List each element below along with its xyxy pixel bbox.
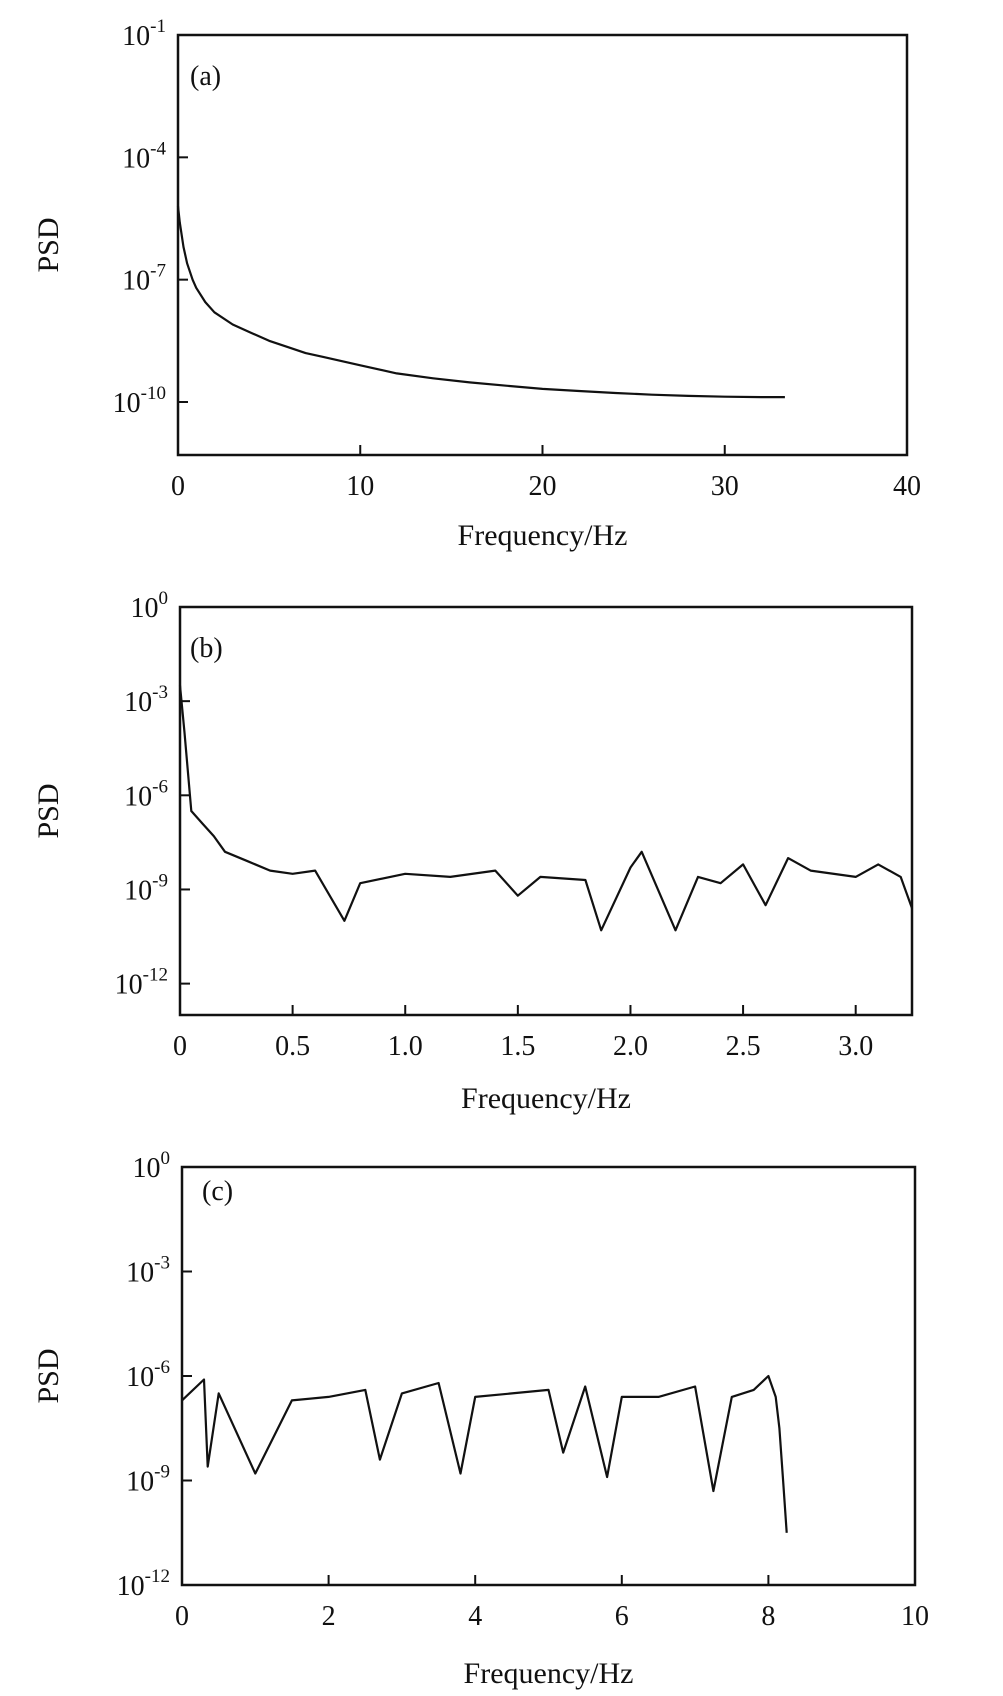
y-tick-base: 10 <box>122 21 150 52</box>
y-tick-exponent: -3 <box>152 682 168 703</box>
y-tick-label: 10-9 <box>124 870 168 906</box>
y-tick-exponent: -6 <box>152 776 168 797</box>
panel-label: (c) <box>202 1176 233 1207</box>
y-axis-label: PSD <box>32 783 65 838</box>
plot-frame <box>178 605 914 1017</box>
y-tick-exponent: -7 <box>150 261 166 282</box>
x-axis-label: Frequency/Hz <box>464 1657 634 1690</box>
plot-frame <box>180 1165 917 1587</box>
y-tick-label: 10-6 <box>124 776 168 812</box>
y-tick-label: 10-12 <box>117 1566 170 1602</box>
y-tick-base: 10 <box>115 970 143 1001</box>
panel-label: (a) <box>190 61 221 92</box>
y-tick-base: 10 <box>117 1571 145 1602</box>
chart-panel-b: 0 0.5 1.0 1.5 2.0 2.5 3.010-1210-910-610-3100F… <box>32 588 914 1115</box>
x-tick-label: 40 <box>893 471 921 502</box>
y-axis-label: PSD <box>32 1348 65 1403</box>
chart-panel-a: 0 10 20 30 4010-1010-710-410-1Frequency/HzPS… <box>32 16 921 552</box>
x-tick-label: 8 <box>761 1601 775 1632</box>
x-tick-label: 2 <box>322 1601 336 1632</box>
y-tick-label: 10-7 <box>122 261 166 297</box>
x-tick-label: 20 <box>529 471 557 502</box>
y-tick-exponent: -4 <box>150 138 166 159</box>
x-tick-label: 10 <box>346 471 374 502</box>
y-tick-label: 10-1 <box>122 16 166 52</box>
y-tick-label: 10-4 <box>122 138 166 174</box>
y-axis-label: PSD <box>32 217 65 272</box>
y-tick-label: 10-3 <box>124 682 168 718</box>
y-tick-base: 10 <box>131 593 159 624</box>
x-tick-label: 1.0 <box>388 1031 423 1062</box>
y-tick-label: 10-6 <box>126 1357 170 1393</box>
x-tick-label: 2.0 <box>613 1031 648 1062</box>
y-tick-base: 10 <box>126 1467 154 1498</box>
y-tick-label: 10-12 <box>115 965 168 1001</box>
x-tick-label: 0 <box>175 1601 189 1632</box>
y-tick-base: 10 <box>122 266 150 297</box>
y-tick-exponent: -12 <box>143 965 168 986</box>
y-tick-exponent: -9 <box>154 1462 170 1483</box>
y-tick-base: 10 <box>126 1362 154 1393</box>
psd-series-line <box>181 1374 788 1533</box>
y-tick-label: 10-3 <box>126 1253 170 1289</box>
panel-label: (b) <box>190 633 223 664</box>
chart-panel-c: 0 2 4 6 8 1010-1210-910-610-3100Frequency/HzP… <box>32 1148 929 1690</box>
x-tick-label: 30 <box>711 471 739 502</box>
y-tick-base: 10 <box>124 781 152 812</box>
x-axis-label: Frequency/Hz <box>458 519 628 552</box>
y-tick-exponent: -6 <box>154 1357 170 1378</box>
y-tick-exponent: -9 <box>152 870 168 891</box>
psd-series-line <box>178 685 914 932</box>
y-tick-exponent: -1 <box>150 16 166 37</box>
y-tick-base: 10 <box>122 143 150 174</box>
x-tick-label: 2.5 <box>726 1031 761 1062</box>
y-tick-exponent: -3 <box>154 1253 170 1274</box>
y-tick-exponent: 0 <box>161 1148 171 1169</box>
y-tick-base: 10 <box>124 875 152 906</box>
y-tick-base: 10 <box>126 1258 154 1289</box>
y-tick-label: 10-10 <box>113 383 166 419</box>
x-tick-label: 10 <box>901 1601 929 1632</box>
y-tick-label: 100 <box>133 1148 171 1184</box>
y-tick-label: 100 <box>131 588 169 624</box>
y-tick-base: 10 <box>124 687 152 718</box>
x-tick-label: 1.5 <box>500 1031 535 1062</box>
x-tick-label: 0 <box>171 471 185 502</box>
y-tick-exponent: -10 <box>141 383 166 404</box>
x-tick-label: 4 <box>468 1601 482 1632</box>
y-tick-exponent: -12 <box>145 1566 170 1587</box>
x-tick-label: 3.0 <box>838 1031 873 1062</box>
y-tick-exponent: 0 <box>159 588 169 609</box>
plot-frame <box>176 33 909 457</box>
x-tick-label: 6 <box>615 1601 629 1632</box>
y-tick-label: 10-9 <box>126 1462 170 1498</box>
x-axis-label: Frequency/Hz <box>461 1082 631 1115</box>
y-tick-base: 10 <box>113 388 141 419</box>
x-tick-label: 0 <box>173 1031 187 1062</box>
y-tick-base: 10 <box>133 1153 161 1184</box>
x-tick-label: 0.5 <box>275 1031 310 1062</box>
psd-series-line <box>176 206 785 399</box>
